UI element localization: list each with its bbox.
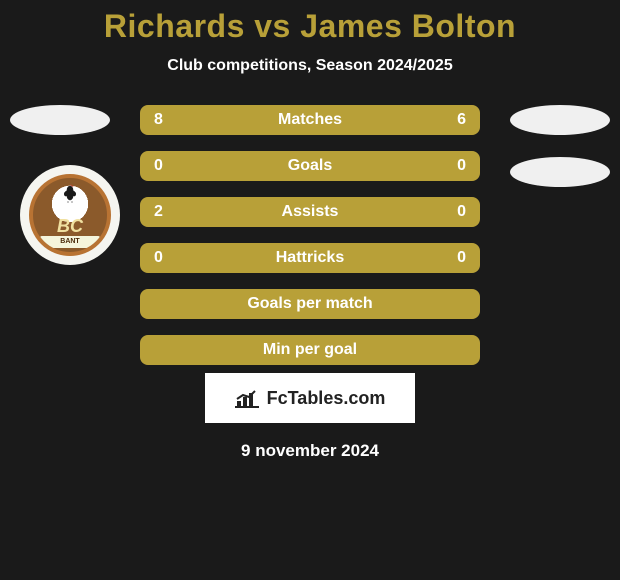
stat-left-value: 8 [154, 111, 163, 129]
stat-row-matches: 8 Matches 6 [140, 105, 480, 135]
club-badge-initials: BC [57, 216, 83, 237]
chart-icon [235, 387, 261, 409]
stat-left-value: 0 [154, 157, 163, 175]
stat-bars: 8 Matches 6 0 Goals 0 2 Assists 0 0 Hatt… [140, 105, 480, 381]
stat-label: Hattricks [276, 249, 344, 267]
page-title: Richards vs James Bolton [0, 8, 620, 45]
stat-row-goals-per-match: Goals per match [140, 289, 480, 319]
club-right-placeholder [510, 157, 610, 187]
club-badge-banner: BANT [40, 236, 100, 248]
subtitle: Club competitions, Season 2024/2025 [0, 57, 620, 75]
player-right-placeholder [510, 105, 610, 135]
player-left-placeholder [10, 105, 110, 135]
club-left-badge: BC BANT [20, 165, 120, 265]
watermark-text: FcTables.com [267, 388, 386, 409]
stat-right-value: 0 [457, 157, 466, 175]
stat-right-value: 6 [457, 111, 466, 129]
comparison-body: BC BANT 8 Matches 6 0 Goals 0 2 Assists … [0, 105, 620, 365]
stat-left-value: 2 [154, 203, 163, 221]
stat-right-value: 0 [457, 203, 466, 221]
stat-row-min-per-goal: Min per goal [140, 335, 480, 365]
stat-label: Matches [278, 111, 342, 129]
stat-label: Goals [288, 157, 332, 175]
stat-right-value: 0 [457, 249, 466, 267]
stat-row-hattricks: 0 Hattricks 0 [140, 243, 480, 273]
stat-row-assists: 2 Assists 0 [140, 197, 480, 227]
rooster-icon [59, 184, 81, 210]
club-badge-inner: BC BANT [29, 174, 111, 256]
stat-left-value: 0 [154, 249, 163, 267]
stat-row-goals: 0 Goals 0 [140, 151, 480, 181]
stat-label: Assists [282, 203, 339, 221]
date: 9 november 2024 [0, 441, 620, 461]
stat-label: Goals per match [247, 295, 372, 313]
comparison-card: Richards vs James Bolton Club competitio… [0, 0, 620, 461]
stat-label: Min per goal [263, 341, 357, 359]
